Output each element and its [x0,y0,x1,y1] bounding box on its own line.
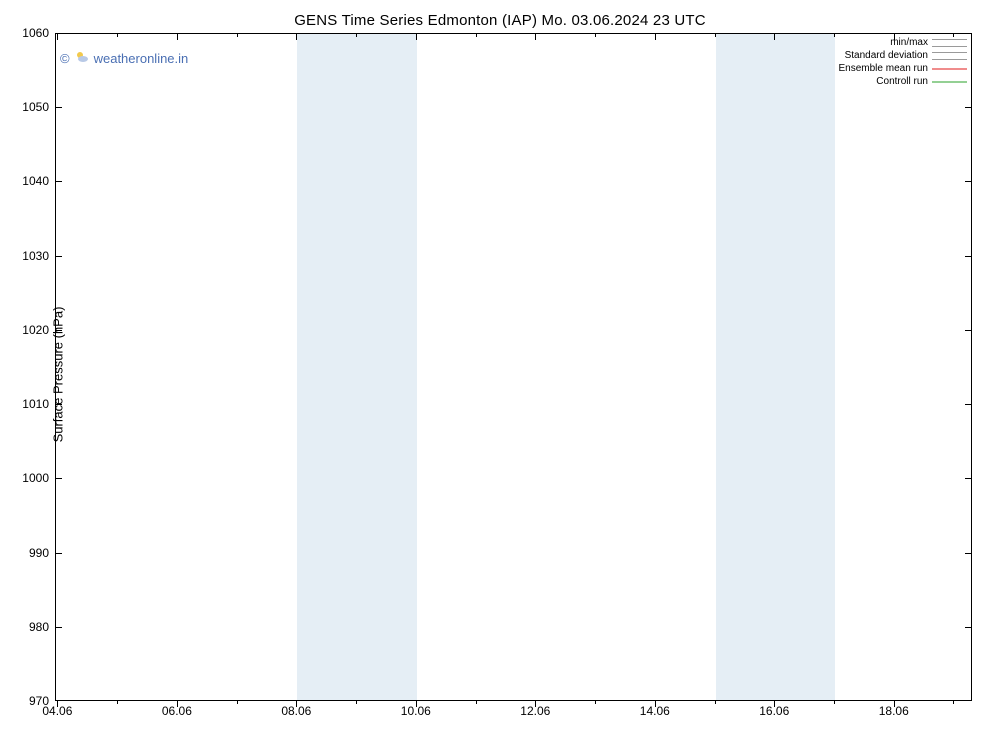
x-tick [535,33,536,40]
y-tick [965,404,972,405]
watermark: © weatheronline.in [60,50,188,67]
y-tick [55,256,62,257]
legend: min/max Standard deviation Ensemble mean r… [839,36,968,88]
x-tick [535,700,536,707]
y-tick-label: 1060 [22,26,49,40]
x-tick [655,33,656,40]
legend-item: min/max [839,36,968,49]
x-tick [894,700,895,707]
x-tick [774,33,775,40]
plot-area [55,33,972,701]
x-tick-minor [237,700,238,704]
x-tick-minor [715,700,716,704]
legend-label: Controll run [876,76,928,87]
legend-item: Controll run [839,75,968,88]
weekend-band [297,34,357,700]
x-tick-minor [953,700,954,704]
x-tick [774,700,775,707]
y-tick [55,404,62,405]
x-tick-minor [356,700,357,704]
y-tick-label: 990 [29,546,49,560]
y-tick [965,330,972,331]
legend-label: Ensemble mean run [839,63,929,74]
legend-item: Ensemble mean run [839,62,968,75]
x-tick-minor [953,33,954,37]
y-tick-label: 980 [29,620,49,634]
y-tick [55,330,62,331]
legend-swatch [932,51,967,61]
legend-swatch [932,38,967,48]
y-tick-label: 1030 [22,249,49,263]
title-left: GENS Time Series Edmonton (IAP) [294,12,537,29]
x-tick [416,33,417,40]
y-tick-label: 1010 [22,397,49,411]
y-axis-label: Surface Pressure (hPa) [50,306,65,442]
x-tick-minor [237,33,238,37]
x-tick [177,33,178,40]
x-tick [416,700,417,707]
weekend-band [357,34,417,700]
x-tick [57,700,58,707]
x-tick-minor [595,33,596,37]
watermark-text: weatheronline.in [94,51,189,66]
legend-label: min/max [890,37,928,48]
legend-label: Standard deviation [845,50,928,61]
x-tick-minor [834,700,835,704]
y-tick [55,478,62,479]
x-tick [296,33,297,40]
x-tick-minor [117,33,118,37]
x-tick-minor [476,33,477,37]
y-tick-label: 1020 [22,323,49,337]
y-tick [55,107,62,108]
chart-title: GENS Time Series Edmonton (IAP) Mo. 03.0… [0,12,1000,29]
x-tick-minor [715,33,716,37]
y-tick [965,478,972,479]
y-tick [55,627,62,628]
x-tick [894,33,895,40]
legend-swatch [932,77,967,87]
y-tick [965,181,972,182]
copyright-symbol: © [60,51,70,66]
legend-item: Standard deviation [839,49,968,62]
title-right: Mo. 03.06.2024 23 UTC [542,12,706,29]
y-tick-label: 1040 [22,174,49,188]
y-tick [965,627,972,628]
x-tick-minor [476,700,477,704]
x-tick-minor [356,33,357,37]
x-tick-minor [595,700,596,704]
y-tick [55,181,62,182]
legend-swatch [932,64,967,74]
chart-container: GENS Time Series Edmonton (IAP) Mo. 03.0… [0,0,1000,733]
y-tick [965,107,972,108]
x-tick-minor [117,700,118,704]
y-tick-label: 1050 [22,100,49,114]
x-tick [655,700,656,707]
weather-icon [75,50,89,67]
weekend-band [775,34,835,700]
x-tick-minor [834,33,835,37]
y-tick [55,553,62,554]
x-tick [177,700,178,707]
x-tick [57,33,58,40]
weekend-band [716,34,776,700]
y-tick [965,256,972,257]
y-tick [965,553,972,554]
x-tick [296,700,297,707]
y-tick-label: 1000 [22,471,49,485]
